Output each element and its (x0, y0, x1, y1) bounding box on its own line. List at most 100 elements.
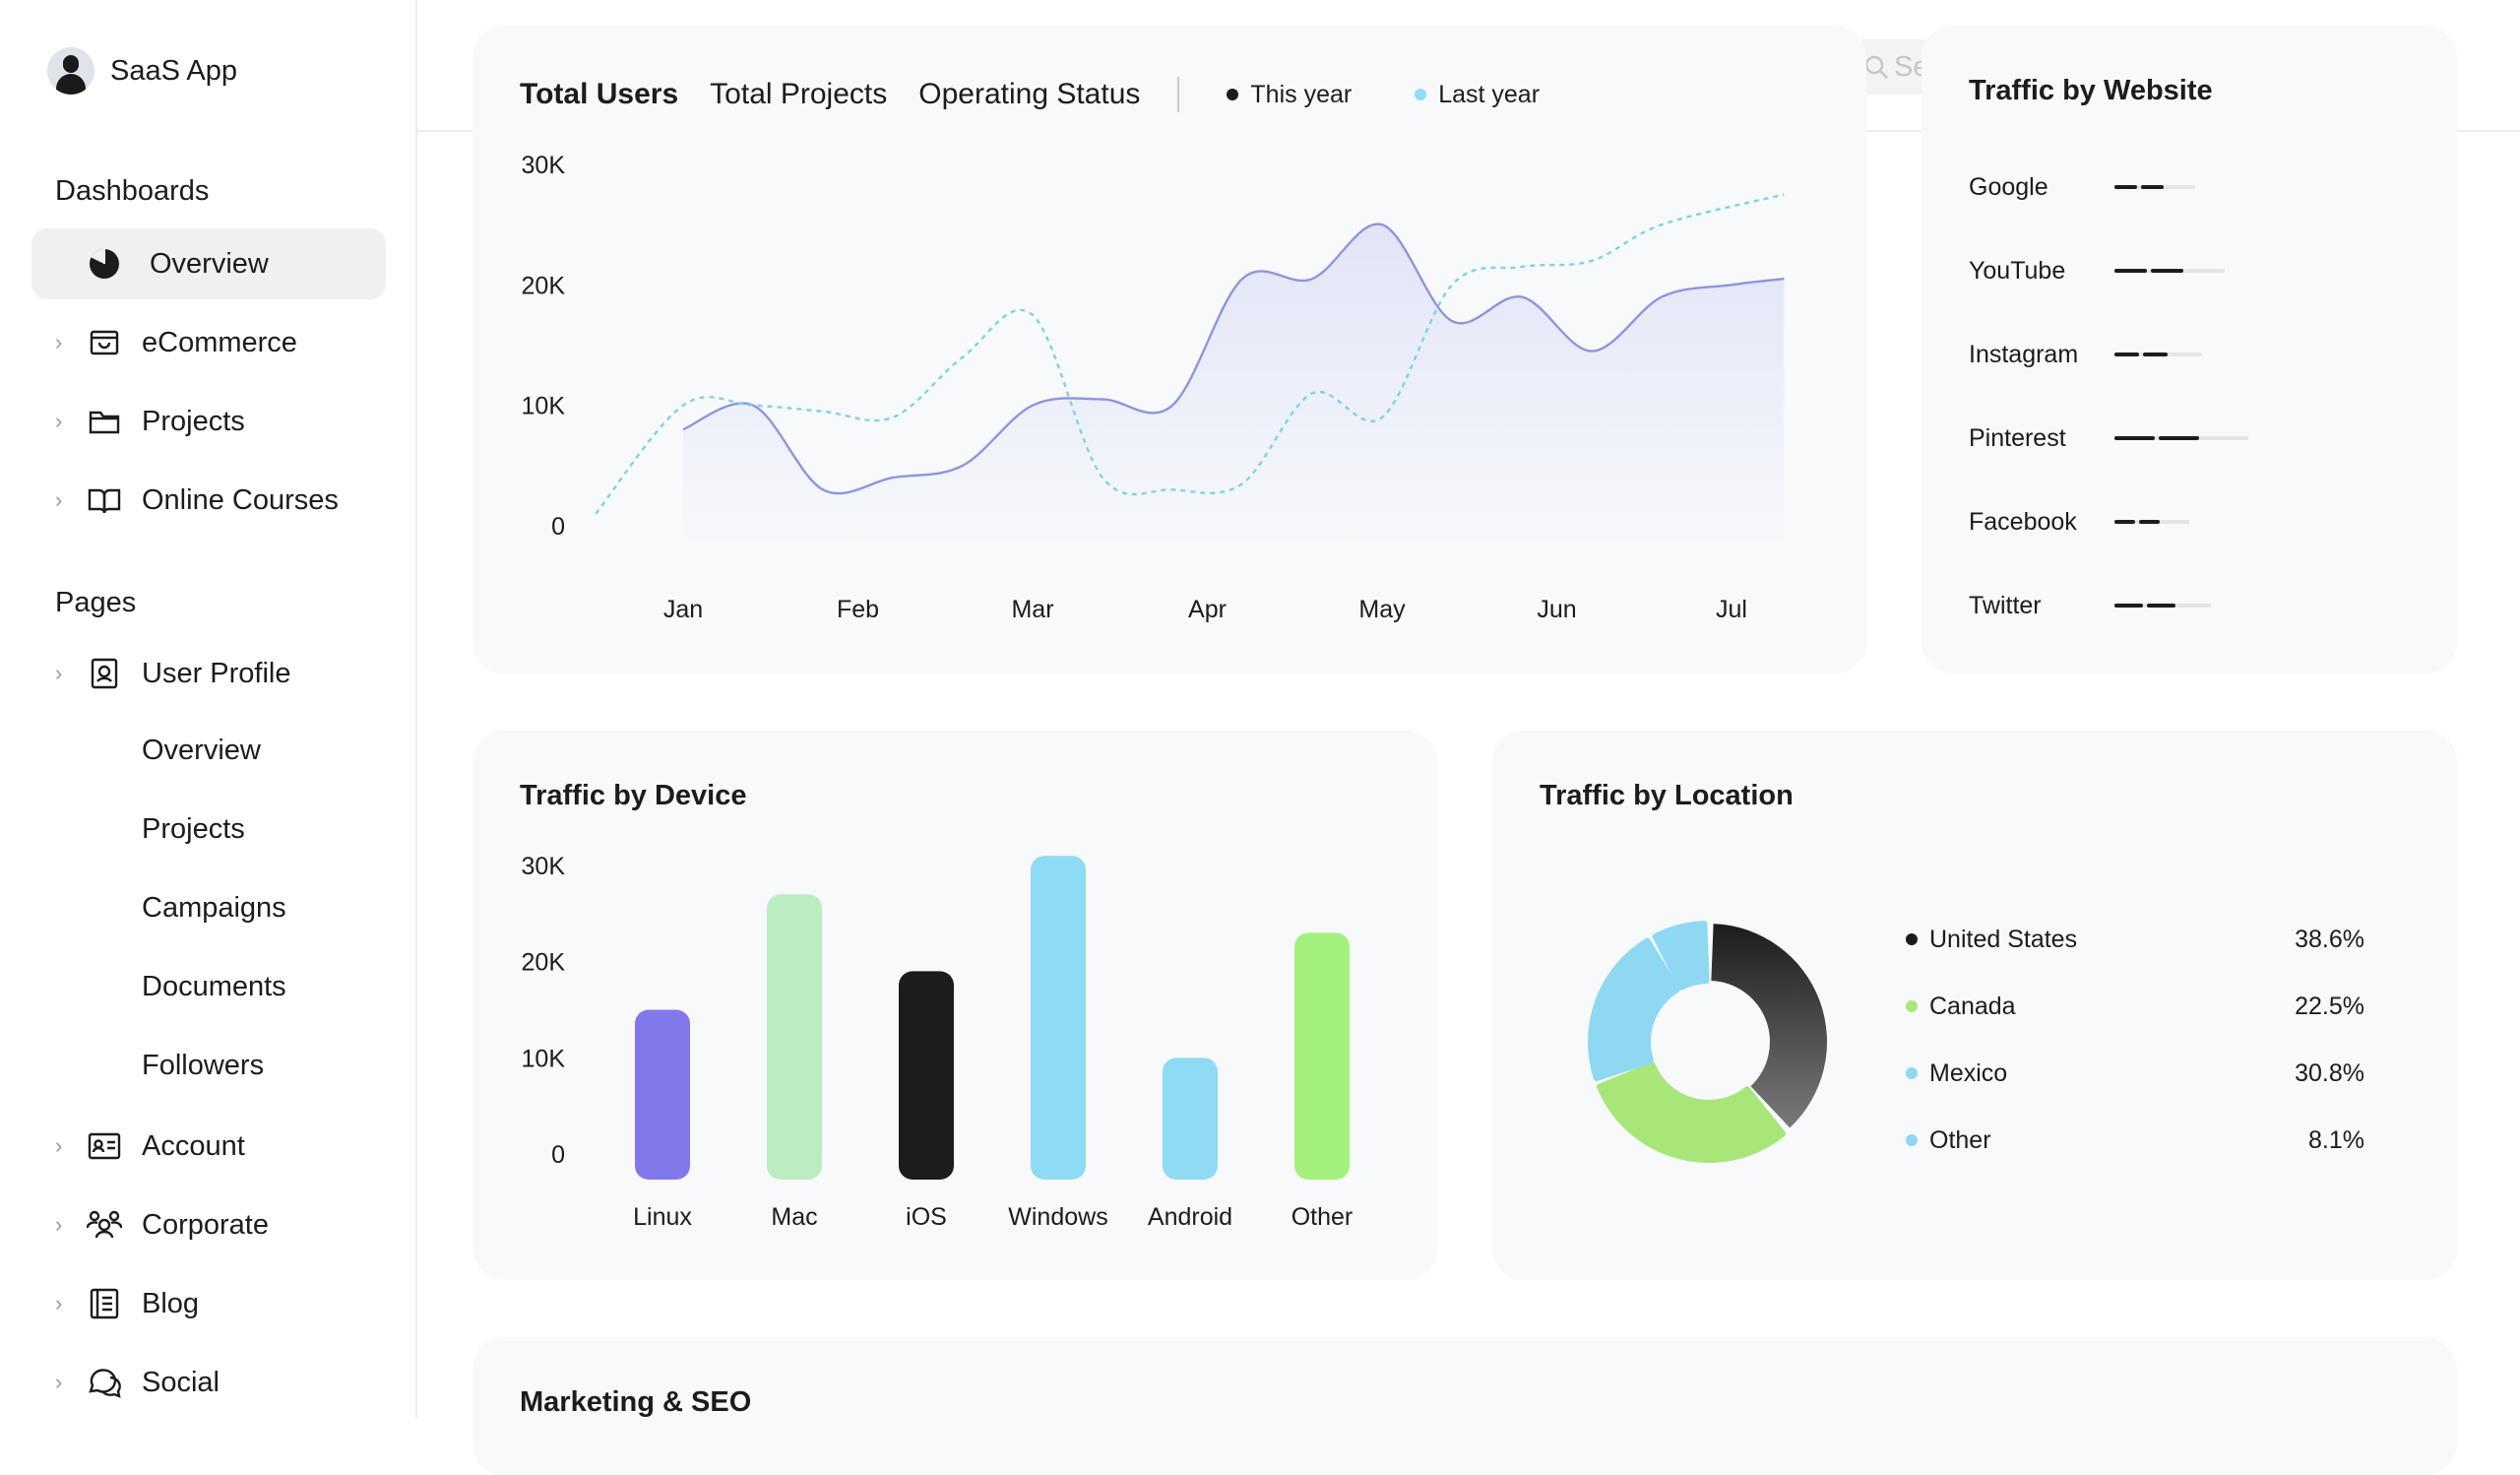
sidebar-item-account[interactable]: › Account (32, 1111, 386, 1182)
traffic-by-device-card: Traffic by Device 0 10K 20K 30K Linux Mac iOS W… (472, 731, 1437, 1280)
bar-mac (767, 894, 822, 1180)
bar-other (1294, 932, 1350, 1180)
chevron-right-icon: › (55, 661, 63, 685)
sidebar: SaaS App Dashboards Overview › eCommerce… (0, 0, 417, 1418)
website-progress-bar (2114, 604, 2211, 608)
sidebar-item-overview[interactable]: Overview (32, 228, 386, 299)
chevron-right-icon: › (55, 1291, 63, 1315)
website-name: YouTube (1969, 256, 2066, 285)
bar-windows (1031, 856, 1086, 1180)
x-tick-label: Jan (663, 596, 703, 623)
y-tick-label: 30K (522, 152, 566, 179)
sidebar-item-blog[interactable]: › Blog (32, 1268, 386, 1339)
sidebar-item-label: Projects (142, 405, 245, 437)
location-value: 8.1% (2308, 1125, 2364, 1154)
legend-dot (1906, 1000, 1918, 1012)
website-progress-bar (2114, 520, 2189, 524)
sidebar-subitem-documents[interactable]: Documents (142, 971, 286, 1002)
x-tick-label: Jun (1537, 596, 1576, 623)
bar-ios (899, 971, 954, 1180)
website-name: Google (1969, 172, 2048, 201)
tab-total-users[interactable]: Total Users (520, 78, 679, 110)
website-progress-bar (2114, 185, 2195, 189)
traffic-by-location-card: Traffic by Location United States 38.6% Ca… (1492, 731, 2457, 1280)
x-tick-label: May (1358, 596, 1406, 623)
website-row-facebook: Facebook (1969, 502, 2189, 542)
location-label: Canada (1929, 992, 2016, 1020)
website-row-twitter: Twitter (1969, 586, 2211, 625)
pages-section-title: Pages (55, 587, 137, 618)
sidebar-item-corporate[interactable]: › Corporate (32, 1189, 386, 1260)
sidebar-item-ecommerce[interactable]: › eCommerce (32, 307, 386, 378)
book-open-icon (87, 482, 122, 518)
app-name: SaaS App (110, 54, 237, 87)
sidebar-item-label: Blog (142, 1287, 200, 1319)
sidebar-subitem-projects[interactable]: Projects (142, 813, 245, 845)
location-row-canada: Canada 22.5% (1906, 987, 2364, 1026)
y-tick-label: 0 (551, 513, 565, 541)
y-tick-label: 10K (522, 393, 566, 420)
pie-chart-icon (87, 246, 122, 282)
legend-dot (1906, 1134, 1918, 1146)
legend-dot (1227, 89, 1239, 100)
total-users-line-chart: 0 10K 20K 30K Jan Feb Mar Apr May Jun Jul (522, 152, 1785, 623)
card-title: Traffic by Location (1540, 780, 1794, 811)
sidebar-item-label: Corporate (142, 1208, 269, 1241)
card-title: Marketing & SEO (520, 1386, 752, 1418)
location-row-united-states: United States 38.6% (1906, 920, 2364, 959)
chevron-right-icon: › (55, 1212, 63, 1237)
website-name: Instagram (1969, 340, 2079, 368)
x-tick-label: Mar (1011, 596, 1053, 623)
website-name: Facebook (1969, 507, 2077, 536)
chart-tabs: Total Users Total Projects Operating Sta… (520, 77, 1603, 112)
avatar (47, 47, 94, 95)
legend-label: This year (1250, 80, 1353, 108)
legend-dot (1415, 89, 1427, 100)
location-value: 30.8% (2295, 1058, 2364, 1087)
total-users-card: Total Users Total Projects Operating Sta… (472, 26, 1866, 673)
sidebar-item-social[interactable]: › Social (32, 1347, 386, 1418)
sidebar-item-label: Account (142, 1129, 245, 1162)
location-row-other: Other 8.1% (1906, 1121, 2364, 1160)
y-tick-label: 20K (522, 272, 566, 299)
sidebar-subitem-overview[interactable]: Overview (142, 735, 261, 766)
slice-mexico (1597, 1061, 1787, 1163)
y-tick-label: 10K (522, 1045, 566, 1072)
location-label: United States (1929, 925, 2078, 953)
legend-label: Last year (1438, 80, 1541, 108)
website-row-google: Google (1969, 167, 2195, 207)
sidebar-subitem-campaigns[interactable]: Campaigns (142, 892, 286, 924)
sidebar-item-label: Overview (150, 247, 269, 280)
users-three-icon (87, 1207, 122, 1243)
tab-operating-status[interactable]: Operating Status (918, 78, 1141, 110)
website-progress-bar (2114, 269, 2225, 273)
sidebar-item-online-courses[interactable]: › Online Courses (32, 465, 386, 536)
sidebar-item-projects[interactable]: › Projects (32, 386, 386, 457)
brand[interactable]: SaaS App (47, 43, 237, 98)
website-row-pinterest: Pinterest (1969, 418, 2248, 458)
marketing-seo-card: Marketing & SEO (472, 1337, 2457, 1475)
identification-badge-icon (87, 656, 122, 691)
chevron-right-icon: › (55, 330, 63, 354)
traffic-by-location-donut-chart (1588, 921, 1827, 1163)
x-tick-label: Jul (1716, 596, 1747, 623)
location-value: 22.5% (2295, 992, 2364, 1020)
x-tick-label: Mac (771, 1203, 817, 1231)
x-tick-label: Feb (837, 596, 879, 623)
search-icon (1862, 53, 1890, 81)
chats-icon (87, 1365, 122, 1400)
x-tick-label: iOS (906, 1203, 947, 1231)
x-tick-label: Windows (1008, 1203, 1107, 1231)
website-name: Pinterest (1969, 423, 2066, 452)
legend-dot (1906, 1067, 1918, 1079)
sidebar-item-user-profile[interactable]: › User Profile (32, 638, 386, 709)
tab-total-projects[interactable]: Total Projects (710, 78, 888, 110)
card-title: Traffic by Website (1969, 75, 2213, 106)
location-value: 38.6% (2295, 925, 2364, 953)
sidebar-subitem-followers[interactable]: Followers (142, 1050, 265, 1081)
series-line-last-year (595, 193, 1785, 515)
website-name: Twitter (1969, 591, 2042, 619)
chevron-right-icon: › (55, 1133, 63, 1158)
chevron-right-icon: › (55, 1370, 63, 1394)
card-title: Traffic by Device (520, 780, 747, 811)
